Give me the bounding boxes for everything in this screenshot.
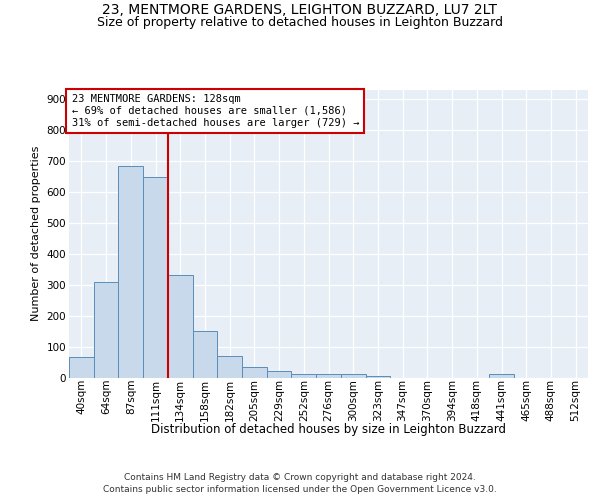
Text: 23, MENTMORE GARDENS, LEIGHTON BUZZARD, LU7 2LT: 23, MENTMORE GARDENS, LEIGHTON BUZZARD, …: [103, 2, 497, 16]
Text: Contains public sector information licensed under the Open Government Licence v3: Contains public sector information licen…: [103, 485, 497, 494]
Bar: [242, 366, 267, 378]
Bar: [69, 358, 94, 378]
Bar: [365, 376, 390, 378]
Bar: [217, 356, 242, 378]
Bar: [316, 374, 341, 378]
Bar: [94, 282, 118, 378]
Bar: [489, 374, 514, 378]
Text: Size of property relative to detached houses in Leighton Buzzard: Size of property relative to detached ho…: [97, 16, 503, 29]
Bar: [118, 166, 143, 378]
Bar: [168, 276, 193, 378]
Text: Distribution of detached houses by size in Leighton Buzzard: Distribution of detached houses by size …: [151, 422, 506, 436]
Bar: [341, 374, 365, 378]
Bar: [143, 176, 168, 378]
Bar: [193, 331, 217, 378]
Y-axis label: Number of detached properties: Number of detached properties: [31, 146, 41, 322]
Text: 23 MENTMORE GARDENS: 128sqm
← 69% of detached houses are smaller (1,586)
31% of : 23 MENTMORE GARDENS: 128sqm ← 69% of det…: [71, 94, 359, 128]
Bar: [267, 372, 292, 378]
Bar: [292, 374, 316, 378]
Text: Contains HM Land Registry data © Crown copyright and database right 2024.: Contains HM Land Registry data © Crown c…: [124, 472, 476, 482]
